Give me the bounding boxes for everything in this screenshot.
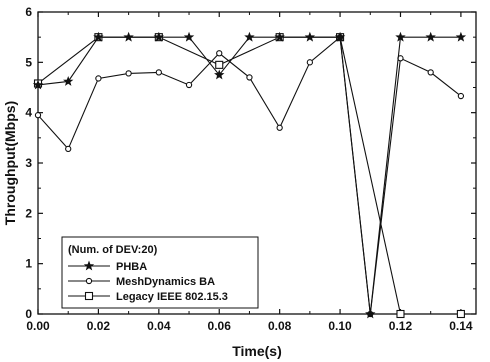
- data-point: [304, 31, 316, 42]
- data-point: [216, 50, 223, 57]
- legend-marker: [85, 277, 93, 285]
- x-tick-label: 0.12: [389, 319, 413, 333]
- x-tick-label: 0.04: [147, 319, 171, 333]
- data-point: [155, 69, 162, 76]
- data-point: [244, 31, 255, 42]
- legend: (Num. of DEV:20) PHBA MeshDynamics BA Legac…: [61, 236, 259, 309]
- axes-layer: 0.00 0.02 0.04 0.06 0.08 0.10 0.12 0.14 0 1 2 3 4 5 6 T…: [2, 5, 477, 359]
- data-point: [365, 308, 376, 319]
- y-tick-label: 5: [25, 55, 32, 69]
- data-point: [153, 31, 165, 42]
- series-layer: [32, 31, 467, 319]
- y-tick-label: 1: [25, 257, 32, 271]
- x-tick-label: 0.14: [449, 319, 473, 333]
- legend-label: Legacy IEEE 802.15.3: [116, 291, 228, 303]
- data-point: [65, 145, 72, 153]
- data-point: [334, 31, 346, 42]
- data-point: [123, 31, 134, 42]
- y-tick-label: 0: [25, 307, 32, 321]
- data-point: [34, 112, 42, 119]
- y-tick-label: 4: [25, 106, 32, 120]
- legend-label: PHBA: [116, 261, 147, 273]
- data-point: [425, 31, 436, 42]
- data-point: [455, 31, 467, 42]
- data-point: [125, 70, 132, 77]
- data-point: [214, 69, 225, 80]
- data-point: [215, 60, 224, 69]
- legend-title: (Num. of DEV:20): [68, 244, 158, 256]
- data-point: [274, 31, 285, 42]
- legend-marker: [84, 291, 94, 301]
- data-point: [396, 309, 405, 319]
- data-point: [427, 69, 434, 76]
- data-point: [246, 74, 253, 81]
- legend-marker: [83, 260, 95, 271]
- x-tick-label: 0.08: [268, 319, 292, 333]
- legend-label: MeshDynamics BA: [116, 276, 215, 288]
- data-point: [95, 75, 102, 82]
- data-point: [276, 124, 283, 131]
- data-point: [306, 59, 314, 66]
- data-point: [456, 309, 465, 319]
- y-tick-label: 6: [25, 5, 32, 19]
- data-point: [32, 79, 44, 90]
- data-point: [63, 76, 74, 86]
- y-tick-label: 3: [25, 156, 32, 170]
- data-point: [457, 92, 465, 100]
- series-star: [32, 31, 467, 319]
- y-axis-title: Throughput(Mbps): [2, 101, 18, 225]
- data-point: [93, 31, 104, 42]
- x-tick-label: 0.10: [328, 319, 352, 333]
- y-tick-label: 2: [25, 206, 32, 220]
- data-point: [185, 81, 193, 89]
- data-point: [395, 31, 406, 42]
- x-tick-label: 0.06: [208, 319, 232, 333]
- x-tick-label: 0.02: [87, 319, 111, 333]
- x-tick-label: 0.00: [26, 319, 50, 333]
- x-axis-title: Time(s): [232, 343, 282, 359]
- data-point: [183, 31, 195, 42]
